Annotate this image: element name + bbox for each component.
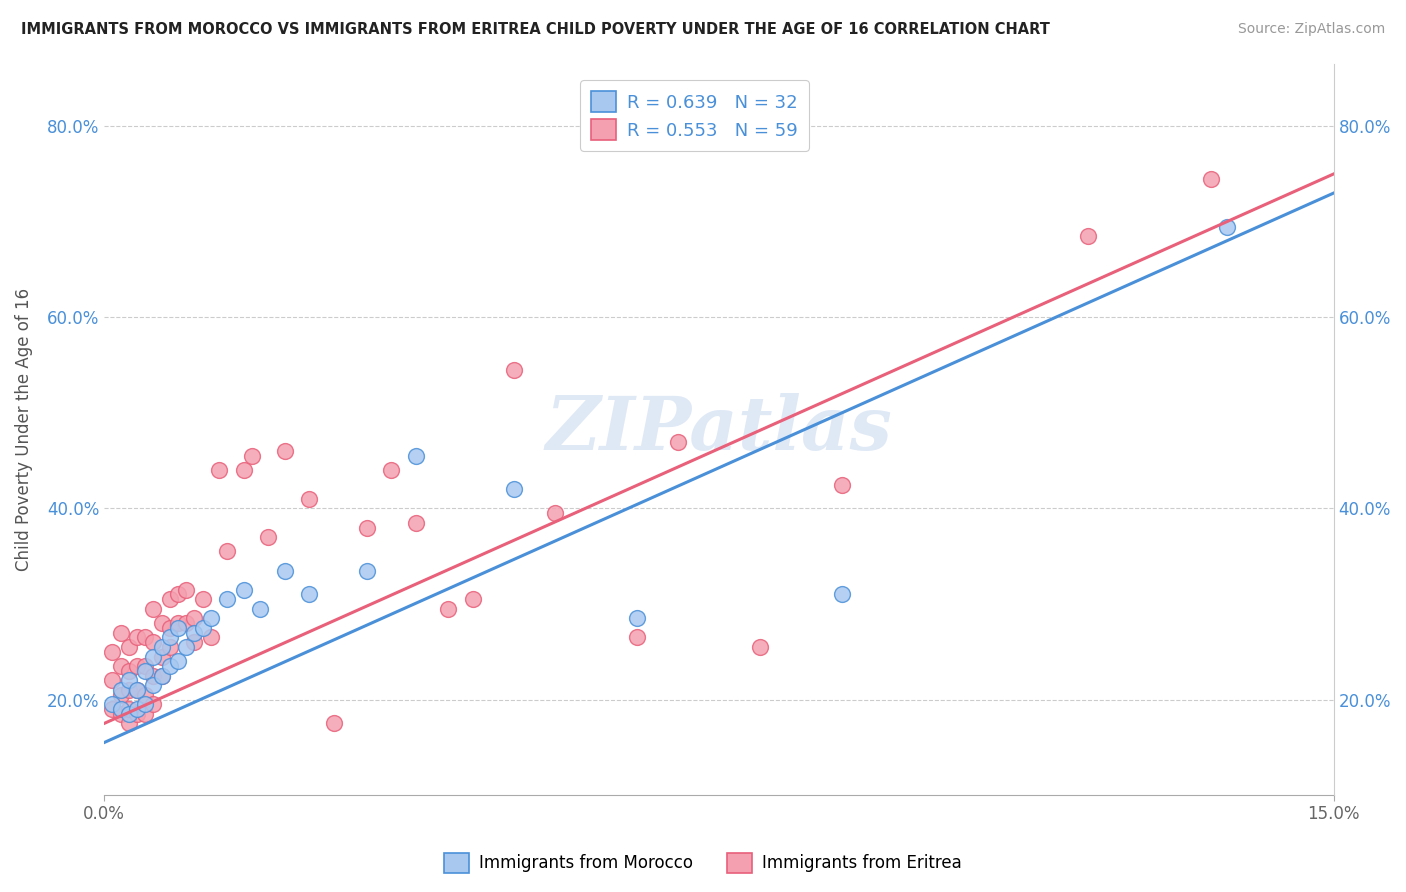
Point: [118, 640, 141, 654]
Point: [380, 463, 402, 477]
Point: [273, 564, 295, 578]
Point: [134, 631, 156, 645]
Point: [118, 673, 141, 688]
Point: [626, 611, 648, 625]
Point: [118, 706, 141, 721]
Point: [167, 621, 190, 635]
Point: [217, 592, 239, 607]
Point: [273, 444, 295, 458]
Point: [159, 631, 181, 645]
Point: [110, 625, 132, 640]
Point: [125, 682, 148, 697]
Point: [118, 716, 141, 731]
Point: [831, 587, 853, 601]
Point: [183, 611, 205, 625]
Point: [142, 698, 165, 712]
Point: [142, 668, 165, 682]
Point: [159, 592, 181, 607]
Point: [356, 520, 378, 534]
Point: [174, 616, 197, 631]
Point: [183, 635, 205, 649]
Point: [200, 611, 222, 625]
Point: [110, 682, 132, 697]
Point: [159, 659, 181, 673]
Point: [110, 688, 132, 702]
Point: [159, 621, 181, 635]
Point: [191, 592, 214, 607]
Point: [748, 640, 770, 654]
Point: [356, 564, 378, 578]
Point: [134, 698, 156, 712]
Point: [101, 698, 124, 712]
Point: [544, 506, 567, 520]
Point: [125, 659, 148, 673]
Point: [125, 682, 148, 697]
Legend: Immigrants from Morocco, Immigrants from Eritrea: Immigrants from Morocco, Immigrants from…: [437, 847, 969, 880]
Text: IMMIGRANTS FROM MOROCCO VS IMMIGRANTS FROM ERITREA CHILD POVERTY UNDER THE AGE O: IMMIGRANTS FROM MOROCCO VS IMMIGRANTS FR…: [21, 22, 1050, 37]
Point: [298, 491, 321, 506]
Legend: R = 0.639   N = 32, R = 0.553   N = 59: R = 0.639 N = 32, R = 0.553 N = 59: [581, 80, 808, 151]
Point: [626, 631, 648, 645]
Point: [150, 668, 173, 682]
Y-axis label: Child Poverty Under the Age of 16: Child Poverty Under the Age of 16: [15, 288, 32, 571]
Point: [142, 649, 165, 664]
Point: [150, 649, 173, 664]
Point: [437, 601, 460, 615]
Point: [101, 702, 124, 716]
Point: [1199, 171, 1222, 186]
Point: [232, 582, 254, 597]
Point: [125, 702, 148, 716]
Point: [101, 673, 124, 688]
Point: [167, 587, 190, 601]
Point: [167, 654, 190, 668]
Point: [125, 631, 148, 645]
Point: [134, 659, 156, 673]
Point: [1216, 219, 1239, 234]
Point: [134, 664, 156, 678]
Point: [298, 587, 321, 601]
Point: [249, 601, 271, 615]
Point: [461, 592, 484, 607]
Point: [134, 688, 156, 702]
Point: [257, 530, 280, 544]
Text: ZIPatlas: ZIPatlas: [546, 393, 893, 466]
Point: [150, 616, 173, 631]
Point: [232, 463, 254, 477]
Point: [110, 706, 132, 721]
Point: [150, 640, 173, 654]
Point: [118, 664, 141, 678]
Point: [405, 449, 427, 463]
Point: [240, 449, 263, 463]
Point: [503, 483, 526, 497]
Point: [118, 702, 141, 716]
Point: [142, 601, 165, 615]
Point: [183, 625, 205, 640]
Point: [1077, 229, 1099, 244]
Point: [142, 678, 165, 692]
Point: [174, 582, 197, 597]
Point: [503, 363, 526, 377]
Point: [167, 616, 190, 631]
Point: [101, 645, 124, 659]
Point: [666, 434, 689, 449]
Point: [110, 659, 132, 673]
Point: [150, 668, 173, 682]
Point: [191, 621, 214, 635]
Point: [118, 682, 141, 697]
Point: [217, 544, 239, 558]
Point: [142, 635, 165, 649]
Point: [831, 477, 853, 491]
Point: [174, 640, 197, 654]
Point: [200, 631, 222, 645]
Point: [405, 516, 427, 530]
Point: [208, 463, 231, 477]
Text: Source: ZipAtlas.com: Source: ZipAtlas.com: [1237, 22, 1385, 37]
Point: [322, 716, 344, 731]
Point: [134, 706, 156, 721]
Point: [110, 702, 132, 716]
Point: [159, 640, 181, 654]
Point: [125, 706, 148, 721]
